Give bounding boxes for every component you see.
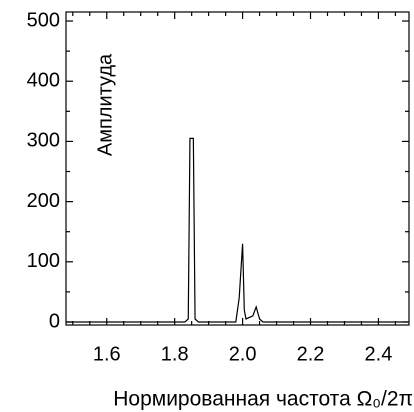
x-tick-label: 2.0	[229, 343, 257, 365]
plot-frame	[65, 11, 410, 326]
line-series	[66, 137, 409, 323]
y-tick-label: 100	[27, 250, 60, 272]
y-tick-label: 300	[27, 130, 60, 152]
x-tick-label: 1.8	[161, 343, 189, 365]
x-axis-label: Нормированная частота Ω₀/2π	[113, 388, 413, 411]
y-tick-label: 500	[27, 9, 60, 31]
y-axis-label: Амплитуда	[94, 53, 116, 156]
y-tick-label: 0	[49, 310, 60, 332]
x-tick-label: 2.4	[365, 343, 393, 365]
x-tick-label: 2.2	[297, 343, 325, 365]
y-tick-label: 400	[27, 70, 60, 92]
y-tick-label: 200	[27, 190, 60, 212]
x-tick-label: 1.6	[93, 343, 121, 365]
